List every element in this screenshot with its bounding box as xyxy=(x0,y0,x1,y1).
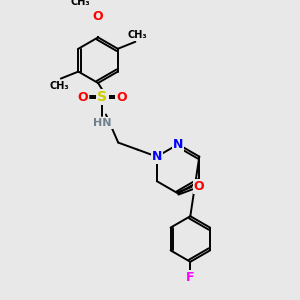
Text: S: S xyxy=(98,90,107,104)
Text: O: O xyxy=(194,180,204,193)
Text: N: N xyxy=(173,138,183,151)
Text: HN: HN xyxy=(93,118,112,128)
Text: O: O xyxy=(93,10,104,23)
Text: CH₃: CH₃ xyxy=(71,0,90,7)
Text: CH₃: CH₃ xyxy=(49,81,69,91)
Text: O: O xyxy=(78,91,88,103)
Text: O: O xyxy=(116,91,127,103)
Text: F: F xyxy=(186,271,195,284)
Text: N: N xyxy=(152,150,162,163)
Text: CH₃: CH₃ xyxy=(127,30,147,40)
